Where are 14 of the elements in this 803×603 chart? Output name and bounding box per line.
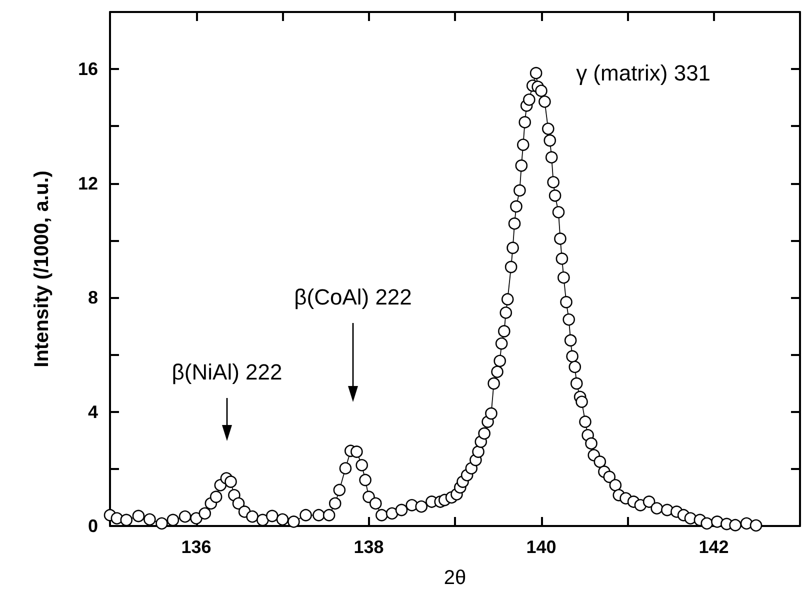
y-tick-label: 12 — [78, 173, 98, 194]
y-tick-label: 16 — [78, 59, 98, 80]
x-axis-title: 2θ — [444, 567, 466, 589]
y-tick-label: 4 — [88, 402, 98, 422]
y-tick-label: 0 — [88, 516, 98, 536]
y-axis-title: Intensity (/1000, a.u.) — [31, 170, 53, 368]
x-tick-label: 140 — [526, 537, 556, 557]
x-tick-label: 142 — [698, 537, 729, 557]
annotation: γ (matrix) 331 — [576, 60, 711, 86]
x-tick-label: 136 — [181, 537, 212, 557]
annotation: β(NiAl) 222 — [172, 360, 282, 384]
annotation: β(CoAl) 222 — [294, 284, 412, 310]
x-tick-label: 138 — [354, 537, 384, 557]
y-tick-label: 8 — [88, 288, 98, 308]
